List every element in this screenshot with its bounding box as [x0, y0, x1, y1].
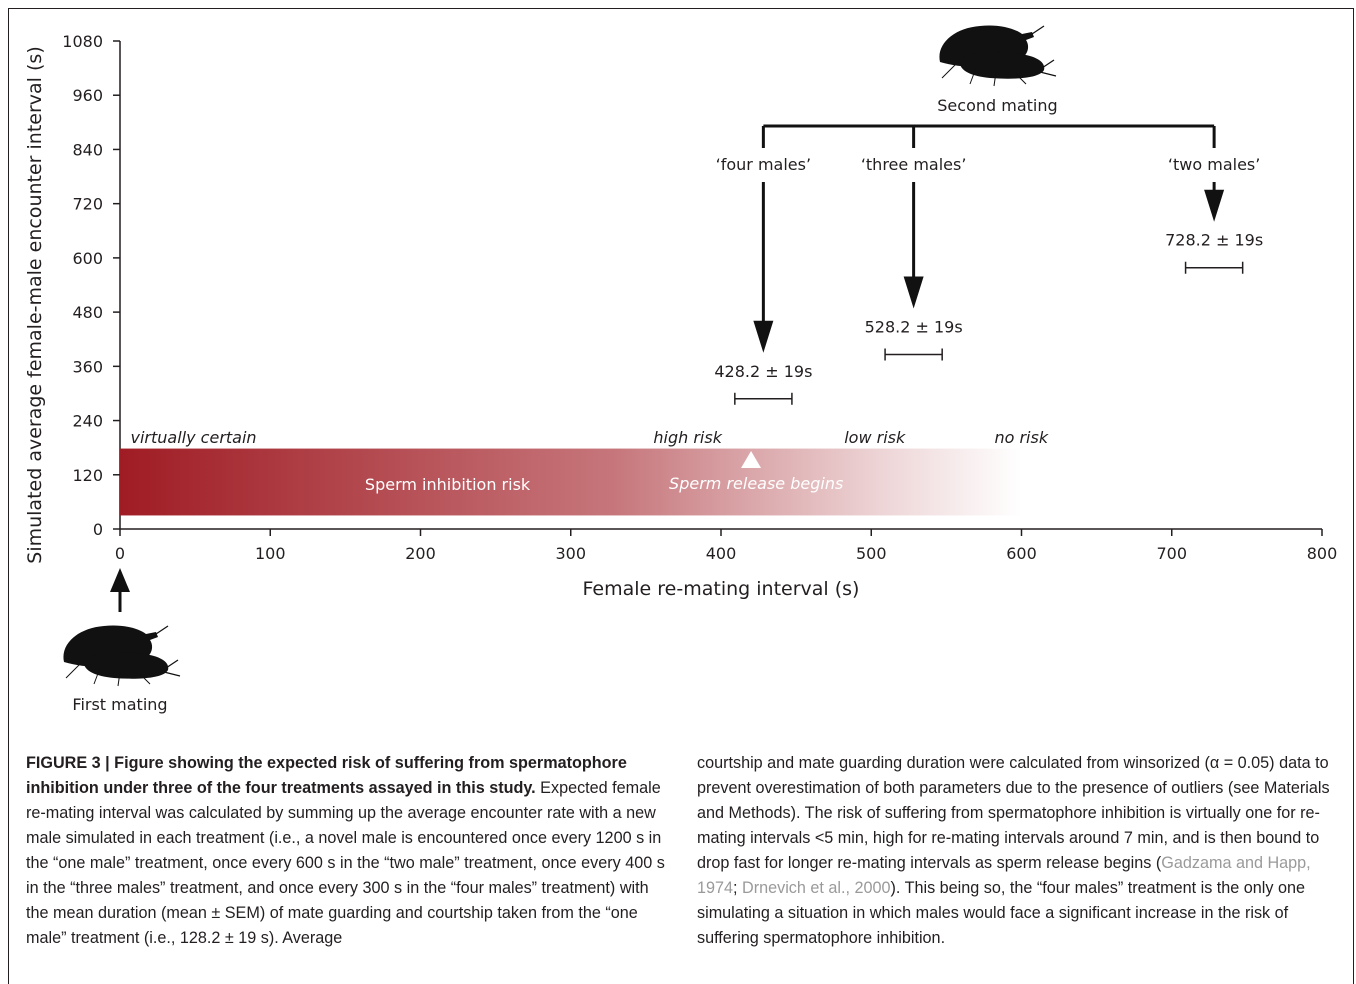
value-label: 528.2 ± 19s — [865, 317, 963, 336]
y-tick-label: 480 — [72, 303, 103, 322]
x-tick-label: 800 — [1307, 544, 1338, 563]
treatment-label: ‘four males’ — [716, 155, 811, 174]
risk-band: Sperm inhibition risk virtually certain hi… — [120, 428, 1049, 516]
caption-right-column: courtship and mate guarding duration wer… — [697, 751, 1342, 951]
arrow-head — [903, 276, 924, 309]
reference-separator: ; — [733, 879, 743, 897]
caption-right-part2: ). This being so, the “four males” treat… — [697, 879, 1305, 947]
x-axis-label: Female re-mating interval (s) — [583, 578, 860, 600]
risk-band-label: Sperm inhibition risk — [365, 475, 531, 494]
risk-zone-label: no risk — [994, 428, 1048, 447]
value-label: 728.2 ± 19s — [1165, 231, 1263, 250]
y-tick-label: 600 — [72, 249, 103, 268]
sperm-release-label: Sperm release begins — [669, 474, 843, 493]
first-mating-arrow-head — [110, 568, 130, 592]
y-tick-label: 0 — [93, 520, 103, 539]
y-tick-label: 720 — [72, 195, 103, 214]
caption-left-body: Expected female re-mating interval was c… — [26, 779, 665, 947]
mating-annotations: Second mating ‘four males’ 428.2 ± 19s ‘thr… — [72, 96, 1263, 714]
first-mating-beetle-icon — [62, 624, 181, 687]
sperm-release-marker — [741, 451, 762, 468]
x-tick-label: 200 — [405, 544, 436, 563]
caption-left-column: FIGURE 3 | Figure showing the expected r… — [26, 751, 671, 951]
y-tick-label: 960 — [72, 86, 103, 105]
y-axis-label: Simulated average female-male encounter … — [24, 46, 46, 563]
second-mating-beetle-icon — [938, 24, 1057, 87]
risk-zone-label: low risk — [844, 428, 906, 447]
arrow-head — [753, 320, 774, 353]
x-tick-label: 500 — [856, 544, 887, 563]
value-label: 428.2 ± 19s — [714, 362, 812, 381]
risk-zone-label: virtually certain — [131, 428, 257, 447]
treatment-label: ‘two males’ — [1168, 155, 1260, 174]
chart: 0 100 200 300 400 500 600 700 800 0 120 240 360 480 60… — [24, 24, 1337, 714]
x-tick-label: 600 — [1006, 544, 1037, 563]
caption-title: FIGURE 3 | Figure showing the expected r… — [26, 754, 627, 797]
treatment-label: ‘three males’ — [861, 155, 967, 174]
axes: 0 100 200 300 400 500 600 700 800 0 120 240 360 480 60… — [24, 32, 1337, 600]
x-tick-label: 400 — [706, 544, 737, 563]
risk-zone-label: high risk — [653, 428, 722, 447]
y-tick-label: 360 — [72, 357, 103, 376]
caption-right-part1: courtship and mate guarding duration wer… — [697, 754, 1330, 872]
y-tick-label: 840 — [72, 140, 103, 159]
second-mating-label: Second mating — [937, 96, 1057, 115]
x-tick-label: 700 — [1156, 544, 1187, 563]
first-mating-label: First mating — [72, 695, 167, 714]
y-tick-label: 1080 — [62, 32, 103, 51]
reference-link-drnevich[interactable]: Drnevich et al., 2000 — [742, 879, 891, 897]
x-tick-label: 300 — [555, 544, 586, 563]
x-tick-label: 0 — [115, 544, 125, 563]
reference-link-gadzama[interactable]: Gadzama and Happ, 1974 — [697, 854, 1311, 897]
figure-frame — [8, 8, 1354, 984]
x-tick-label: 100 — [255, 544, 286, 563]
arrow-head — [1204, 189, 1225, 222]
y-tick-label: 240 — [72, 412, 103, 431]
y-tick-label: 120 — [72, 466, 103, 485]
risk-band-bar — [120, 448, 1022, 516]
